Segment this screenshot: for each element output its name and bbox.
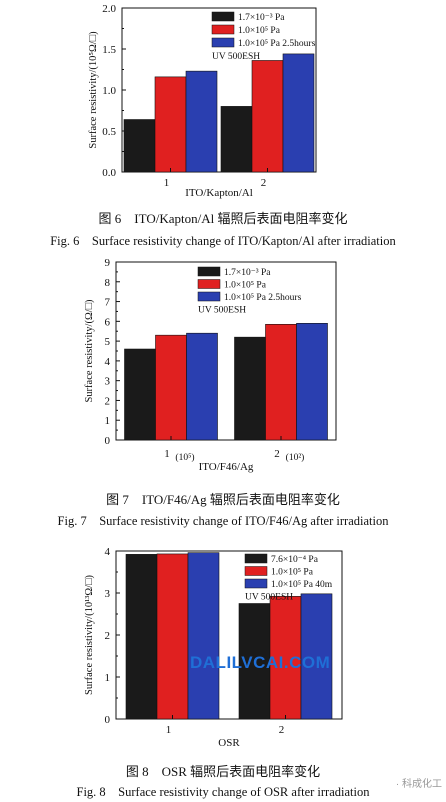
c2-legend-swatch-red	[197, 279, 221, 289]
c1-bar-blue-cat1	[185, 70, 218, 173]
c1-x-tick-label-1: 1	[164, 177, 170, 189]
c2-x-axis-label: ITO/F46/Ag	[199, 461, 254, 473]
c2-bar-blue-cat2	[296, 323, 328, 441]
c3-bar-black-cat1	[125, 554, 158, 720]
corner-logo-text: · 科成化工	[395, 779, 442, 790]
c3-legend-swatch-black	[244, 553, 268, 564]
c1-y-tick-label: 0.5	[102, 126, 116, 138]
c2-x-tick-note-2: (10²)	[286, 452, 305, 463]
c2-y-tick-label: 0	[105, 435, 111, 447]
c2-y-tick-label: 5	[105, 336, 111, 348]
c1-legend-swatch-blue	[211, 37, 235, 48]
c2-legend-label-blue: 1.0×10⁵ Pa 2.5hours	[224, 293, 302, 303]
c1-legend-label-red: 1.0×10⁵ Pa	[238, 26, 281, 36]
c3-legend-note: UV 500ESH	[245, 593, 293, 603]
fig6-caption-cn: 图 6 ITO/Kapton/Al 辐照后表面电阻率变化	[98, 211, 348, 226]
c3-legend-swatch-red	[244, 566, 268, 576]
c1-x-axis-label: ITO/Kapton/Al	[185, 187, 253, 199]
c2-y-tick-label: 8	[105, 277, 111, 289]
c3-bar-blue-cat1	[187, 552, 220, 720]
c1-bar-red-cat1	[154, 76, 187, 173]
c3-x-tick-label-1: 1	[166, 724, 172, 736]
c3-legend-label-red: 1.0×10⁵ Pa	[271, 568, 314, 578]
c1-bar-black-cat2	[220, 106, 253, 173]
c1-bar-blue-cat2	[282, 53, 315, 173]
c1-bar-black-cat1	[123, 119, 156, 173]
c2-y-tick-label: 7	[105, 297, 111, 309]
c2-x-tick-label-2: 2	[274, 448, 280, 460]
c3-legend-label-blue: 1.0×10⁵ Pa 40m	[271, 580, 333, 590]
c1-y-tick-label: 1.0	[102, 85, 116, 97]
c2-legend-swatch-blue	[197, 291, 221, 302]
c1-legend-swatch-black	[211, 11, 235, 22]
c1-y-tick-label: 2.0	[102, 3, 116, 15]
c2-y-tick-label: 3	[105, 376, 111, 388]
c2-bar-red-cat1	[155, 334, 187, 441]
c2-bar-black-cat2	[234, 336, 266, 441]
c2-y-tick-label: 6	[105, 316, 111, 328]
c2-y-tick-label: 9	[105, 257, 111, 269]
c2-legend-label-black: 1.7×10⁻³ Pa	[224, 268, 271, 278]
c2-x-tick-note-1: (10⁵)	[175, 452, 194, 463]
c3-bar-red-cat1	[156, 553, 189, 720]
c1-y-tick-label: 1.5	[102, 44, 116, 56]
c2-x-tick-label-1: 1	[164, 448, 170, 460]
c2-legend-swatch-black	[197, 266, 221, 277]
watermark-text: DALILVCAI.COM	[190, 653, 331, 672]
c3-y-tick-label: 4	[105, 546, 111, 558]
fig6-caption-en: Fig. 6 Surface resistivity change of ITO…	[50, 234, 396, 248]
c3-x-axis-label: OSR	[218, 737, 240, 749]
c2-legend-note: UV 500ESH	[198, 306, 246, 316]
c3-y-tick-label: 3	[105, 588, 111, 600]
c1-legend-note: UV 500ESH	[212, 52, 260, 62]
c2-y-tick-label: 1	[105, 415, 111, 427]
c3-legend-label-black: 7.6×10⁻⁴ Pa	[271, 555, 319, 565]
c3-bar-blue-cat2	[300, 593, 333, 720]
c3-y-tick-label: 1	[105, 672, 111, 684]
c1-x-tick-label-2: 2	[261, 177, 267, 189]
fig8-caption-en: Fig. 8 Surface resistivity change of OSR…	[76, 785, 370, 799]
c2-bar-red-cat2	[265, 323, 297, 441]
c1-y-axis-label: Surface resistivity/(10⁵Ω/□)	[88, 31, 99, 149]
c1-legend-label-blue: 1.0×10⁵ Pa 2.5hours	[238, 39, 316, 49]
c3-y-tick-label: 2	[105, 630, 111, 642]
c2-bar-blue-cat1	[186, 332, 218, 441]
c2-y-tick-label: 4	[105, 356, 111, 368]
fig7-caption-en: Fig. 7 Surface resistivity change of ITO…	[57, 514, 389, 528]
c3-bar-red-cat2	[269, 596, 302, 720]
c1-legend-swatch-red	[211, 24, 235, 35]
c2-bar-black-cat1	[124, 348, 156, 441]
c1-bar-red-cat2	[251, 60, 284, 173]
c3-legend-swatch-blue	[244, 578, 268, 589]
c1-y-tick-label: 0.0	[102, 167, 116, 179]
fig8-caption-cn: 图 8 OSR 辐照后表面电阻率变化	[125, 764, 321, 779]
c3-y-tick-label: 0	[105, 714, 111, 726]
c2-legend-label-red: 1.0×10⁵ Pa	[224, 281, 267, 291]
c2-y-axis-label: Surface resistivity/(Ω/□)	[84, 299, 95, 403]
c3-x-tick-label-2: 2	[279, 724, 285, 736]
c1-legend-label-black: 1.7×10⁻³ Pa	[238, 13, 285, 23]
c3-y-axis-label: Surface resistivity/(10¹³Ω/□)	[84, 575, 95, 695]
fig7-caption-cn: 图 7 ITO/F46/Ag 辐照后表面电阻率变化	[106, 492, 340, 507]
c2-y-tick-label: 2	[105, 395, 111, 407]
